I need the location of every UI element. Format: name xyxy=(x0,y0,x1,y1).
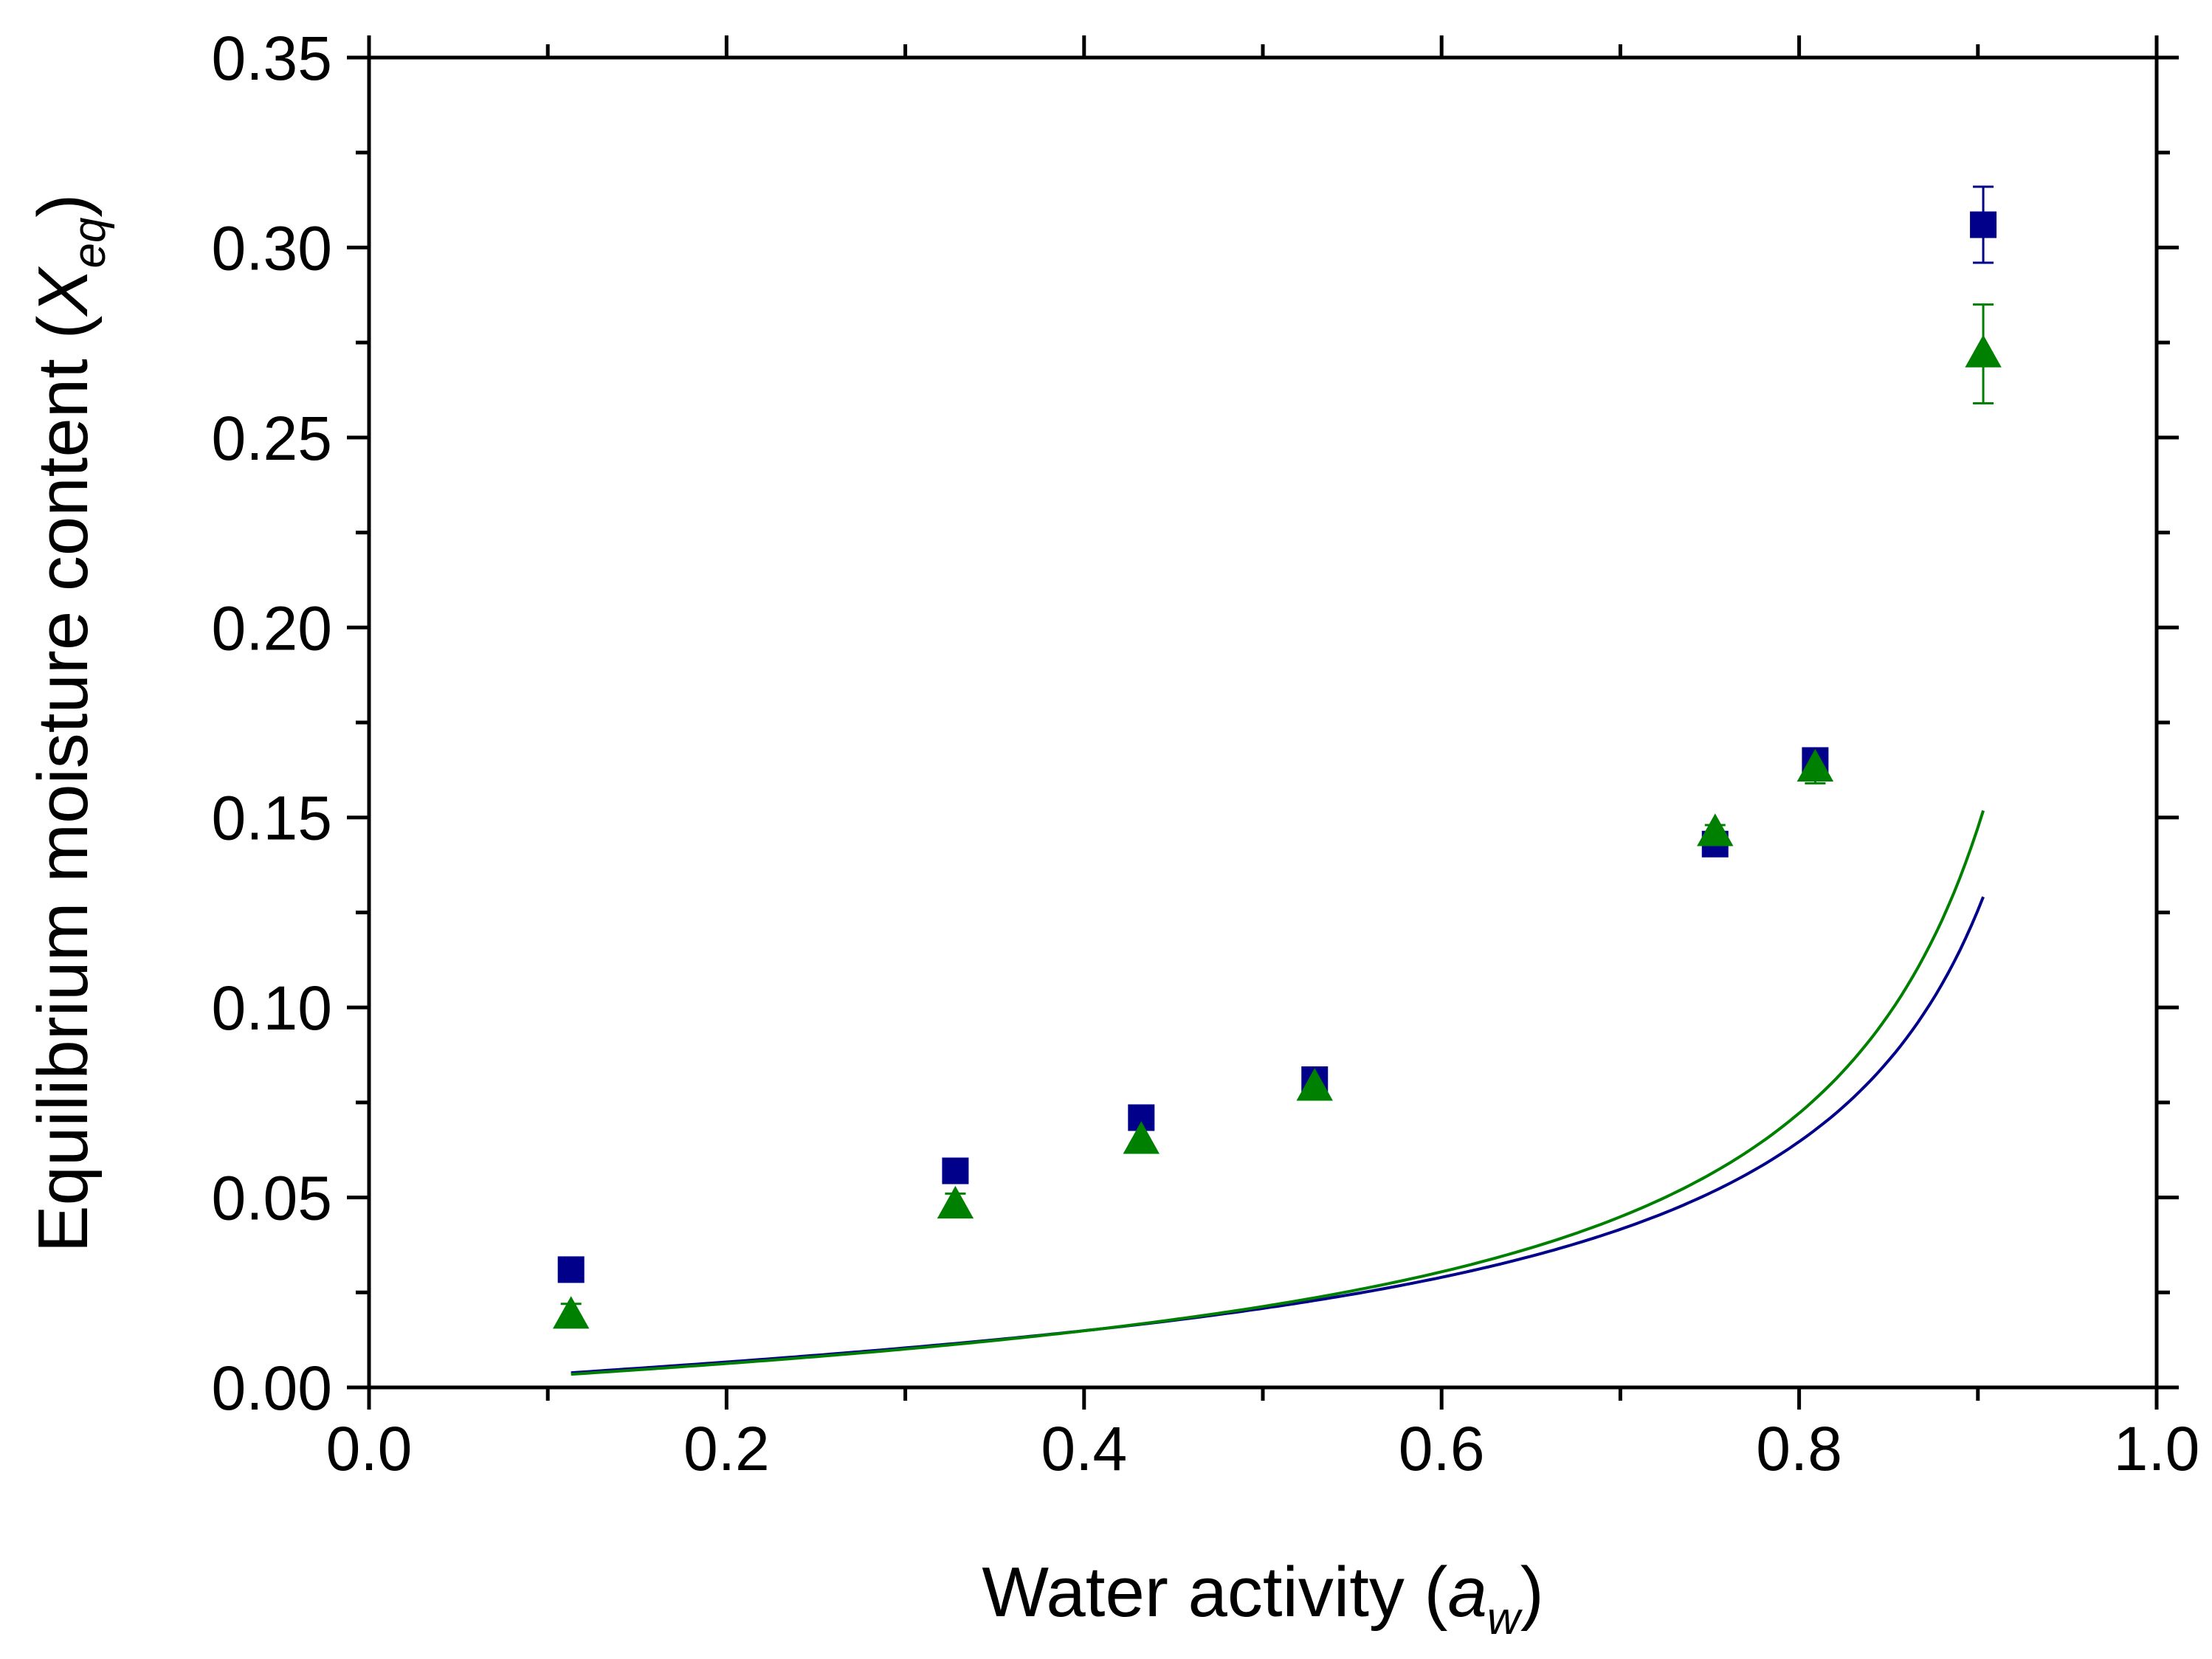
y-axis-title-close: ) xyxy=(24,194,103,218)
y-tick-label: 0.10 xyxy=(212,973,333,1043)
x-axis-title-close: ) xyxy=(1520,1553,1544,1632)
fit-curve-2 xyxy=(571,810,1985,1376)
x-tick-label: 0.4 xyxy=(1041,1414,1127,1483)
tick-labels: 0.0 0.2 0.4 0.6 0.8 1.0 0.00 0.05 0.10 0.15 0.20 0.… xyxy=(212,24,2200,1483)
data-point-triangle xyxy=(1965,334,2002,368)
x-tick-label: 0.8 xyxy=(1756,1414,1842,1483)
axis-ticks xyxy=(347,35,2179,1410)
x-axis-title-text: Water activity ( xyxy=(982,1553,1447,1632)
x-tick-label: 1.0 xyxy=(2114,1414,2200,1483)
data-points xyxy=(553,211,2002,1329)
data-point-square xyxy=(942,1157,969,1184)
data-point-triangle xyxy=(1796,748,1834,782)
x-tick-label: 0.2 xyxy=(683,1414,770,1483)
plot-frame xyxy=(367,55,2159,1390)
data-point-triangle xyxy=(1123,1121,1160,1154)
x-axis-title-var: a xyxy=(1448,1553,1487,1632)
data-point-triangle xyxy=(553,1296,590,1329)
y-axis-title: Equilibrium moisture content (Xeq) xyxy=(24,194,115,1253)
fit-curves xyxy=(571,810,1985,1376)
x-tick-label: 0.0 xyxy=(326,1414,413,1483)
data-point-triangle xyxy=(937,1185,974,1219)
data-point-square xyxy=(557,1256,585,1283)
y-tick-label: 0.05 xyxy=(212,1164,333,1233)
data-point-triangle xyxy=(1697,813,1734,846)
y-axis-title-text: Equilibrium moisture content ( xyxy=(24,316,103,1253)
y-tick-label: 0.35 xyxy=(212,24,333,93)
y-tick-label: 0.20 xyxy=(212,593,333,663)
y-tick-label: 0.15 xyxy=(212,784,333,853)
data-point-square xyxy=(1970,211,1997,238)
y-tick-label: 0.00 xyxy=(212,1353,333,1423)
y-axis-title-sub: eq xyxy=(64,217,115,268)
y-tick-label: 0.25 xyxy=(212,404,333,473)
data-point-triangle xyxy=(1296,1068,1333,1101)
y-axis-title-var: X xyxy=(24,266,103,317)
x-axis-title-sub: w xyxy=(1487,1593,1523,1644)
y-tick-label: 0.30 xyxy=(212,213,333,283)
x-axis-title: Water activity (aw) xyxy=(982,1553,1543,1644)
x-tick-label: 0.6 xyxy=(1399,1414,1485,1483)
